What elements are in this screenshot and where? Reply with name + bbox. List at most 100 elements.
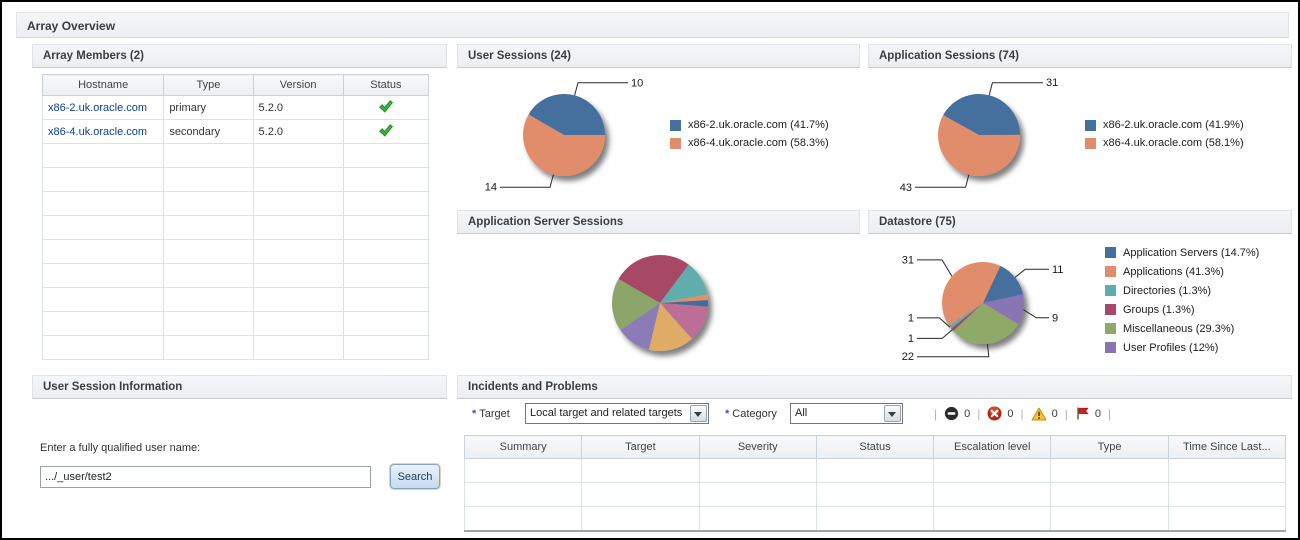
empty-cell [1167,482,1287,507]
empty-cell [342,167,430,192]
table-row: x86-4.uk.oracle.com secondary 5.2.0 [41,119,430,144]
empty-table-row [41,263,430,288]
callout-line [574,82,628,96]
empty-cell [698,482,817,507]
pie-slice-segment-1[interactable] [618,254,689,303]
column-header-type[interactable]: Type [1050,435,1169,459]
target-select-dropdown-button[interactable] [690,405,707,422]
user-sessions-chart: 10 14 x86-2.uk.oracle.com (41.7%) x86-4.uk… [457,70,860,208]
target-select[interactable]: Local target and related targets [525,403,709,424]
pie-slice-applications[interactable] [941,261,1001,326]
empty-cell [1167,458,1287,483]
pie-slice-user-profiles[interactable] [983,294,1024,325]
incidents-table: Summary Target Severity Status Escalation le… [463,435,1287,532]
pie-slice-directories[interactable] [948,303,983,329]
target-label-text: Target [479,408,510,420]
empty-cell [252,191,344,216]
callout-line [915,174,970,188]
pie-slice-x86-2-uk-oracle-com[interactable] [528,93,605,135]
pie-slice-application-servers[interactable] [983,265,1024,303]
category-select[interactable]: All [790,403,903,424]
legend-item: User Profiles (12%) [1105,338,1259,357]
pie-slice-x86-4-uk-oracle-com[interactable] [523,114,605,176]
pie-slice-x86-2-uk-oracle-com[interactable] [943,93,1020,135]
empty-cell [163,239,254,264]
column-header-summary[interactable]: Summary [463,435,583,459]
pie-slice-segment-6[interactable] [648,303,692,352]
datastore-legend: Application Servers (14.7%) Applications … [1105,243,1259,357]
callout-line [917,259,953,277]
empty-cell [463,482,583,507]
hostname-cell: x86-4.uk.oracle.com [41,119,165,144]
version-cell: 5.2.0 [252,95,344,120]
empty-cell [1050,482,1169,507]
pie-slice-segment-7[interactable] [620,303,660,350]
column-header-type[interactable]: Type [163,74,254,96]
hostname-link[interactable]: x86-2.uk.oracle.com [48,101,148,114]
slice-value-label: 11 [1052,264,1063,276]
empty-cell [342,335,430,360]
empty-table-row [463,482,1287,507]
empty-table-row [41,215,430,240]
column-header-version[interactable]: Version [252,74,344,96]
user-name-input[interactable] [40,466,371,488]
target-label: * Target [472,408,510,420]
column-header-escalation-level[interactable]: Escalation level [933,435,1052,459]
column-header-severity[interactable]: Severity [698,435,817,459]
legend-label: User Profiles (12%) [1123,341,1219,354]
empty-cell [342,191,430,216]
empty-cell [163,311,254,336]
slice-value-label: 22 [902,351,914,363]
empty-cell [342,143,430,168]
status-up-icon [379,123,393,137]
pie-slice-segment-8[interactable] [611,279,660,331]
table-row: x86-2.uk.oracle.com primary 5.2.0 [41,95,430,120]
datastore-chart: 11 9 22 1 1 31 Application Servers (14.7%) App… [868,236,1292,374]
hostname-link[interactable]: x86-4.uk.oracle.com [48,125,148,138]
pie-slice-segment-5[interactable] [660,303,708,339]
legend-label: Applications (41.3%) [1123,265,1224,278]
empty-cell [698,458,817,483]
empty-cell [815,458,935,483]
column-header-status[interactable]: Status [342,74,430,96]
column-header-target[interactable]: Target [581,435,700,459]
empty-cell [252,311,344,336]
empty-cell [41,191,165,216]
search-button[interactable]: Search [390,464,440,489]
column-header-time-since-last-[interactable]: Time Since Last... [1167,435,1287,459]
array-members-table: Hostname Type Version Status x86-2.uk.oracle… [41,74,430,360]
type-cell: primary [163,95,254,120]
legend-label: Application Servers (14.7%) [1123,246,1260,259]
empty-cell [163,143,254,168]
pie-slice-segment-2[interactable] [660,264,708,303]
legend-item: x86-4.uk.oracle.com (58.1%) [1085,134,1244,152]
empty-cell [252,215,344,240]
pie-slice-segment-4[interactable] [660,300,709,307]
empty-cell [815,482,935,507]
legend-swatch [1105,285,1116,296]
legend-swatch [1105,342,1116,353]
empty-cell [41,311,165,336]
empty-cell [933,506,1052,531]
legend-swatch [1105,323,1116,334]
callout-line [917,317,951,328]
pie-slice-miscellaneous[interactable] [953,303,1019,344]
empty-cell [581,506,700,531]
pie-slice-segment-3[interactable] [660,294,708,303]
pie-slice-groups[interactable] [950,303,983,332]
legend-item: Groups (1.3%) [1105,300,1259,319]
column-header-status[interactable]: Status [815,435,935,459]
category-select-dropdown-button[interactable] [884,405,901,422]
pie-slice-x86-4-uk-oracle-com[interactable] [938,115,1021,176]
callout-line [1023,309,1049,319]
empty-cell [163,191,254,216]
empty-cell [1167,506,1287,531]
legend-swatch [1085,137,1096,149]
empty-cell [41,215,165,240]
flag-count: 0 [1094,407,1101,420]
user-session-info-title: User Session Information [43,381,183,393]
legend-swatch [1085,119,1096,131]
column-header-hostname[interactable]: Hostname [41,74,165,96]
